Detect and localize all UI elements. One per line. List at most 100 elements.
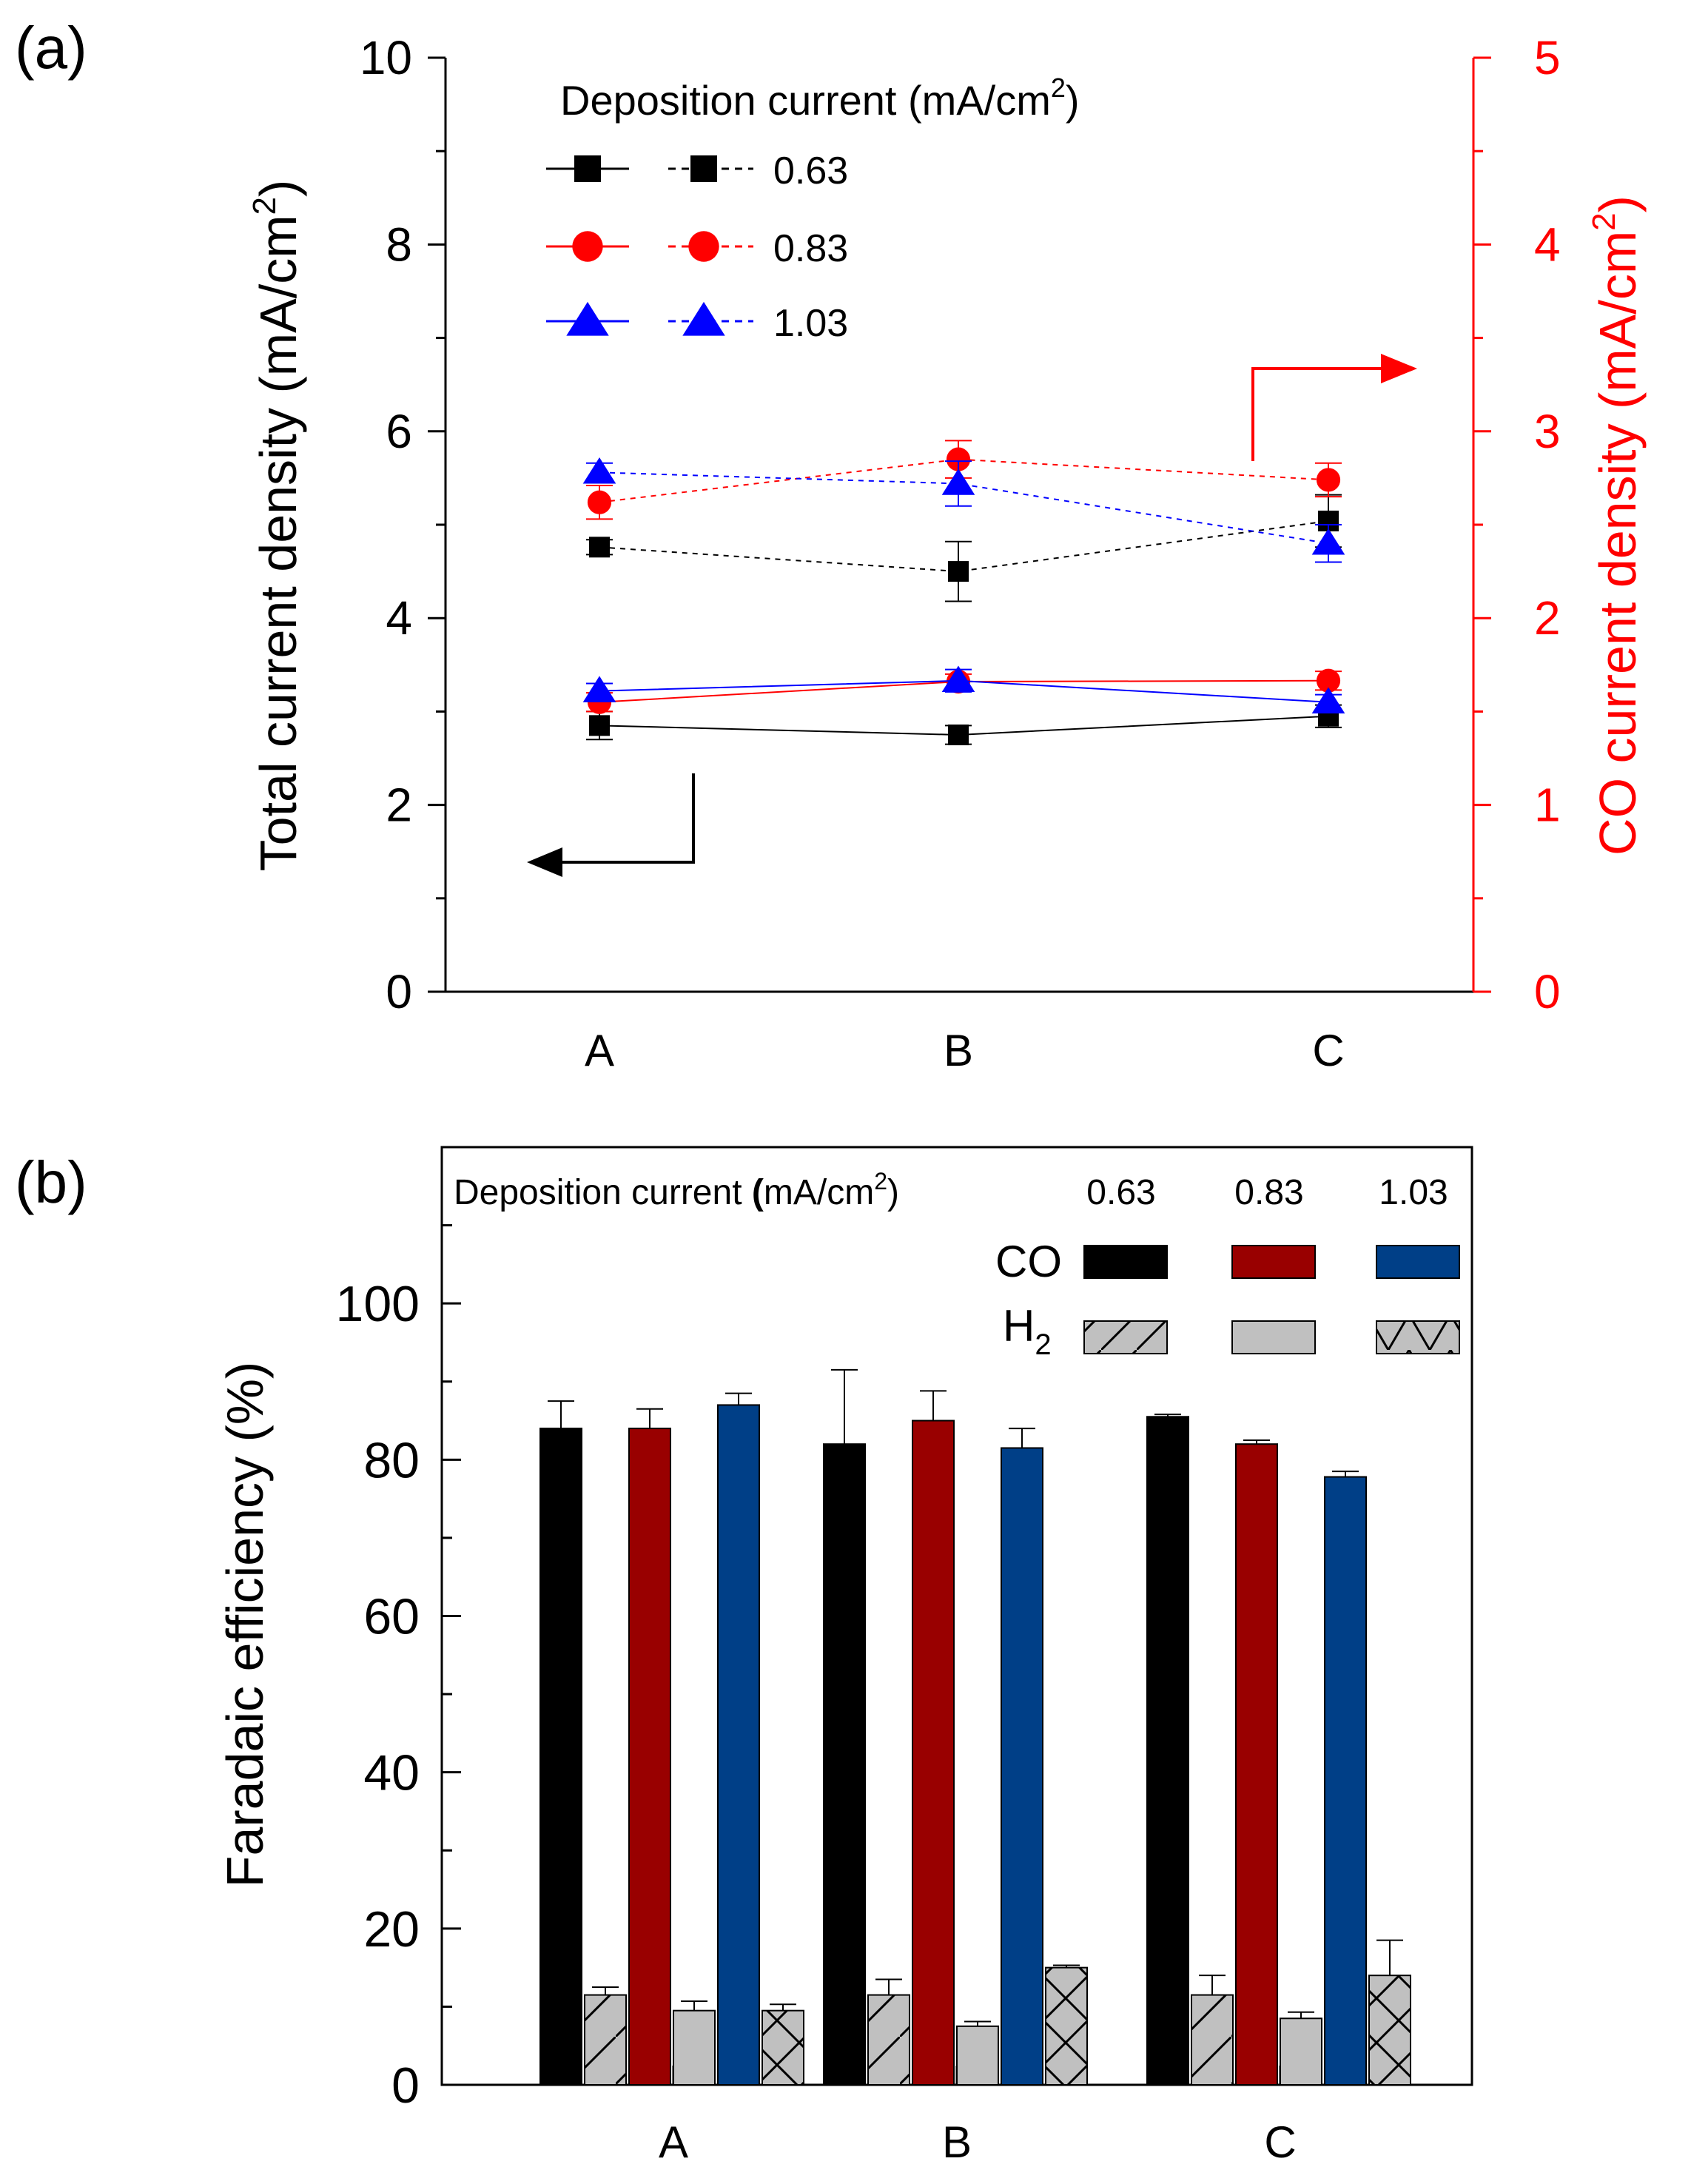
panel-b-legend-title: Deposition current (mA/cm2) <box>454 1168 899 1212</box>
triangle-marker <box>682 301 725 336</box>
square-marker <box>948 724 969 745</box>
legend-swatch-co-0.63 <box>1083 1245 1168 1279</box>
triangle-marker <box>941 665 975 692</box>
right-tick-label: 0 <box>1534 965 1561 1018</box>
bar <box>1146 1416 1189 2086</box>
left-tick-label: 4 <box>386 591 412 645</box>
panel-b-legend: Deposition current (mA/cm2) 0.63 0.83 1.… <box>454 1168 1460 1361</box>
legend-swatch-hatch <box>1376 1321 1459 1354</box>
triangle-marker <box>582 676 616 702</box>
triangle-marker <box>582 457 616 484</box>
bar-hatch <box>585 1995 626 2085</box>
bar <box>628 1428 671 2086</box>
bar-series-CO-0.83 <box>628 1390 1278 2086</box>
y-tick-label: 40 <box>363 1745 420 1801</box>
arrow-left-axis-icon <box>527 773 695 877</box>
panel-b-legend-row-co: CO <box>995 1237 1062 1286</box>
left-tick-label: 0 <box>386 965 412 1018</box>
panel-a-left-axis-title: Total current density (mA/cm2) <box>246 180 307 872</box>
panel-b-legend-row-h2: H2 <box>1003 1301 1052 1361</box>
bar <box>1001 1447 1043 2086</box>
right-tick-label: 4 <box>1534 218 1561 271</box>
bar-hatch <box>1191 1995 1233 2085</box>
triangle-marker <box>566 301 609 336</box>
panel-a-right-axis-title: CO current density (mA/cm2) <box>1586 195 1647 856</box>
bar-series-H2-1.03 <box>762 1939 1411 2086</box>
legend-swatch-hatch <box>1084 1321 1167 1354</box>
y-tick-label: 100 <box>336 1276 420 1332</box>
arrow-right-axis-icon <box>1251 354 1417 461</box>
panel-a-x-ticks: A B C <box>585 1026 1345 1075</box>
panel-b-legend-swatches <box>1083 1245 1460 1354</box>
bar <box>717 1404 760 2086</box>
legend-swatch-co-0.83 <box>1231 1245 1316 1279</box>
panel-b: (b) Faradaic efficiency (%) 0 20 40 60 80 100… <box>15 1146 1473 2167</box>
series-right-0.63 <box>586 494 1342 602</box>
square-marker <box>589 537 610 558</box>
bar <box>956 2025 999 2086</box>
panel-a: (a) Total current density (mA/cm2) CO cu… <box>15 15 1647 1075</box>
x-tick-label: A <box>659 2117 688 2167</box>
bar-series-CO-0.63 <box>539 1368 1189 2086</box>
panel-b-bars <box>539 1368 1411 2086</box>
triangle-marker <box>1311 528 1345 555</box>
panel-b-y-ticks: 0 20 40 60 80 100 <box>336 1224 461 2114</box>
legend-label: 1.03 <box>773 302 848 345</box>
legend-row-0.83: 0.83 <box>546 227 848 270</box>
left-tick-label: 10 <box>360 31 412 84</box>
legend-row-0.63: 0.63 <box>546 149 848 192</box>
triangle-marker <box>941 468 975 495</box>
panel-b-frame <box>440 1146 1473 2086</box>
panel-a-left-ticks: 0 2 4 6 8 10 <box>360 31 446 1018</box>
left-tick-label: 8 <box>386 218 412 271</box>
panel-b-legend-col-1: 0.63 <box>1086 1173 1155 1212</box>
y-tick-label: 0 <box>391 2057 420 2114</box>
bar-hatch <box>1369 1975 1411 2085</box>
square-marker <box>574 155 601 182</box>
legend-label: 0.63 <box>773 149 848 192</box>
y-tick-label: 60 <box>363 1589 420 1645</box>
square-marker <box>589 715 610 736</box>
circle-marker <box>587 490 612 514</box>
legend-label: 0.83 <box>773 227 848 270</box>
circle-marker <box>1316 668 1341 693</box>
panel-b-label: (b) <box>15 1149 87 1215</box>
y-tick-label: 80 <box>363 1432 420 1488</box>
panel-b-y-axis-title: Faradaic efficiency (%) <box>216 1362 274 1888</box>
triangle-marker <box>1311 687 1345 714</box>
series-left-0.63 <box>586 704 1342 745</box>
panel-a-series <box>582 440 1345 745</box>
circle-marker <box>572 231 603 262</box>
bar <box>1235 1443 1278 2086</box>
bar <box>673 2009 716 2086</box>
left-tick-label: 2 <box>386 779 412 832</box>
bar-hatch <box>868 1995 910 2085</box>
legend-swatch-co-1.03 <box>1376 1245 1460 1279</box>
bar-hatch <box>762 2010 804 2085</box>
bar-series-H2-0.63 <box>584 1975 1234 2086</box>
square-marker <box>690 155 717 182</box>
panel-a-label: (a) <box>15 15 87 81</box>
bar-series-H2-0.83 <box>673 2000 1322 2086</box>
right-tick-label: 3 <box>1534 405 1561 458</box>
y-tick-label: 20 <box>363 1901 420 1958</box>
panel-a-legend: Deposition current (mA/cm2) 0.63 0.83 1.03 <box>546 73 1080 345</box>
series-right-1.03 <box>582 457 1345 563</box>
bar <box>1280 2017 1322 2086</box>
circle-marker <box>1316 468 1341 492</box>
right-tick-label: 1 <box>1534 779 1561 832</box>
panel-a-legend-title: Deposition current (mA/cm2) <box>560 73 1080 124</box>
legend-row-1.03: 1.03 <box>546 301 848 345</box>
x-tick-label: A <box>585 1026 614 1075</box>
bar-series-CO-1.03 <box>717 1392 1367 2086</box>
x-tick-label: C <box>1264 2117 1296 2167</box>
bar <box>1324 1476 1367 2086</box>
right-tick-label: 5 <box>1534 31 1561 84</box>
circle-marker <box>946 447 971 471</box>
circle-marker <box>688 231 719 262</box>
square-marker <box>948 561 969 582</box>
series-left-1.03 <box>582 665 1345 714</box>
panel-a-legend-rows: 0.63 0.83 1.03 <box>546 149 848 345</box>
x-tick-label: B <box>942 2117 972 2167</box>
